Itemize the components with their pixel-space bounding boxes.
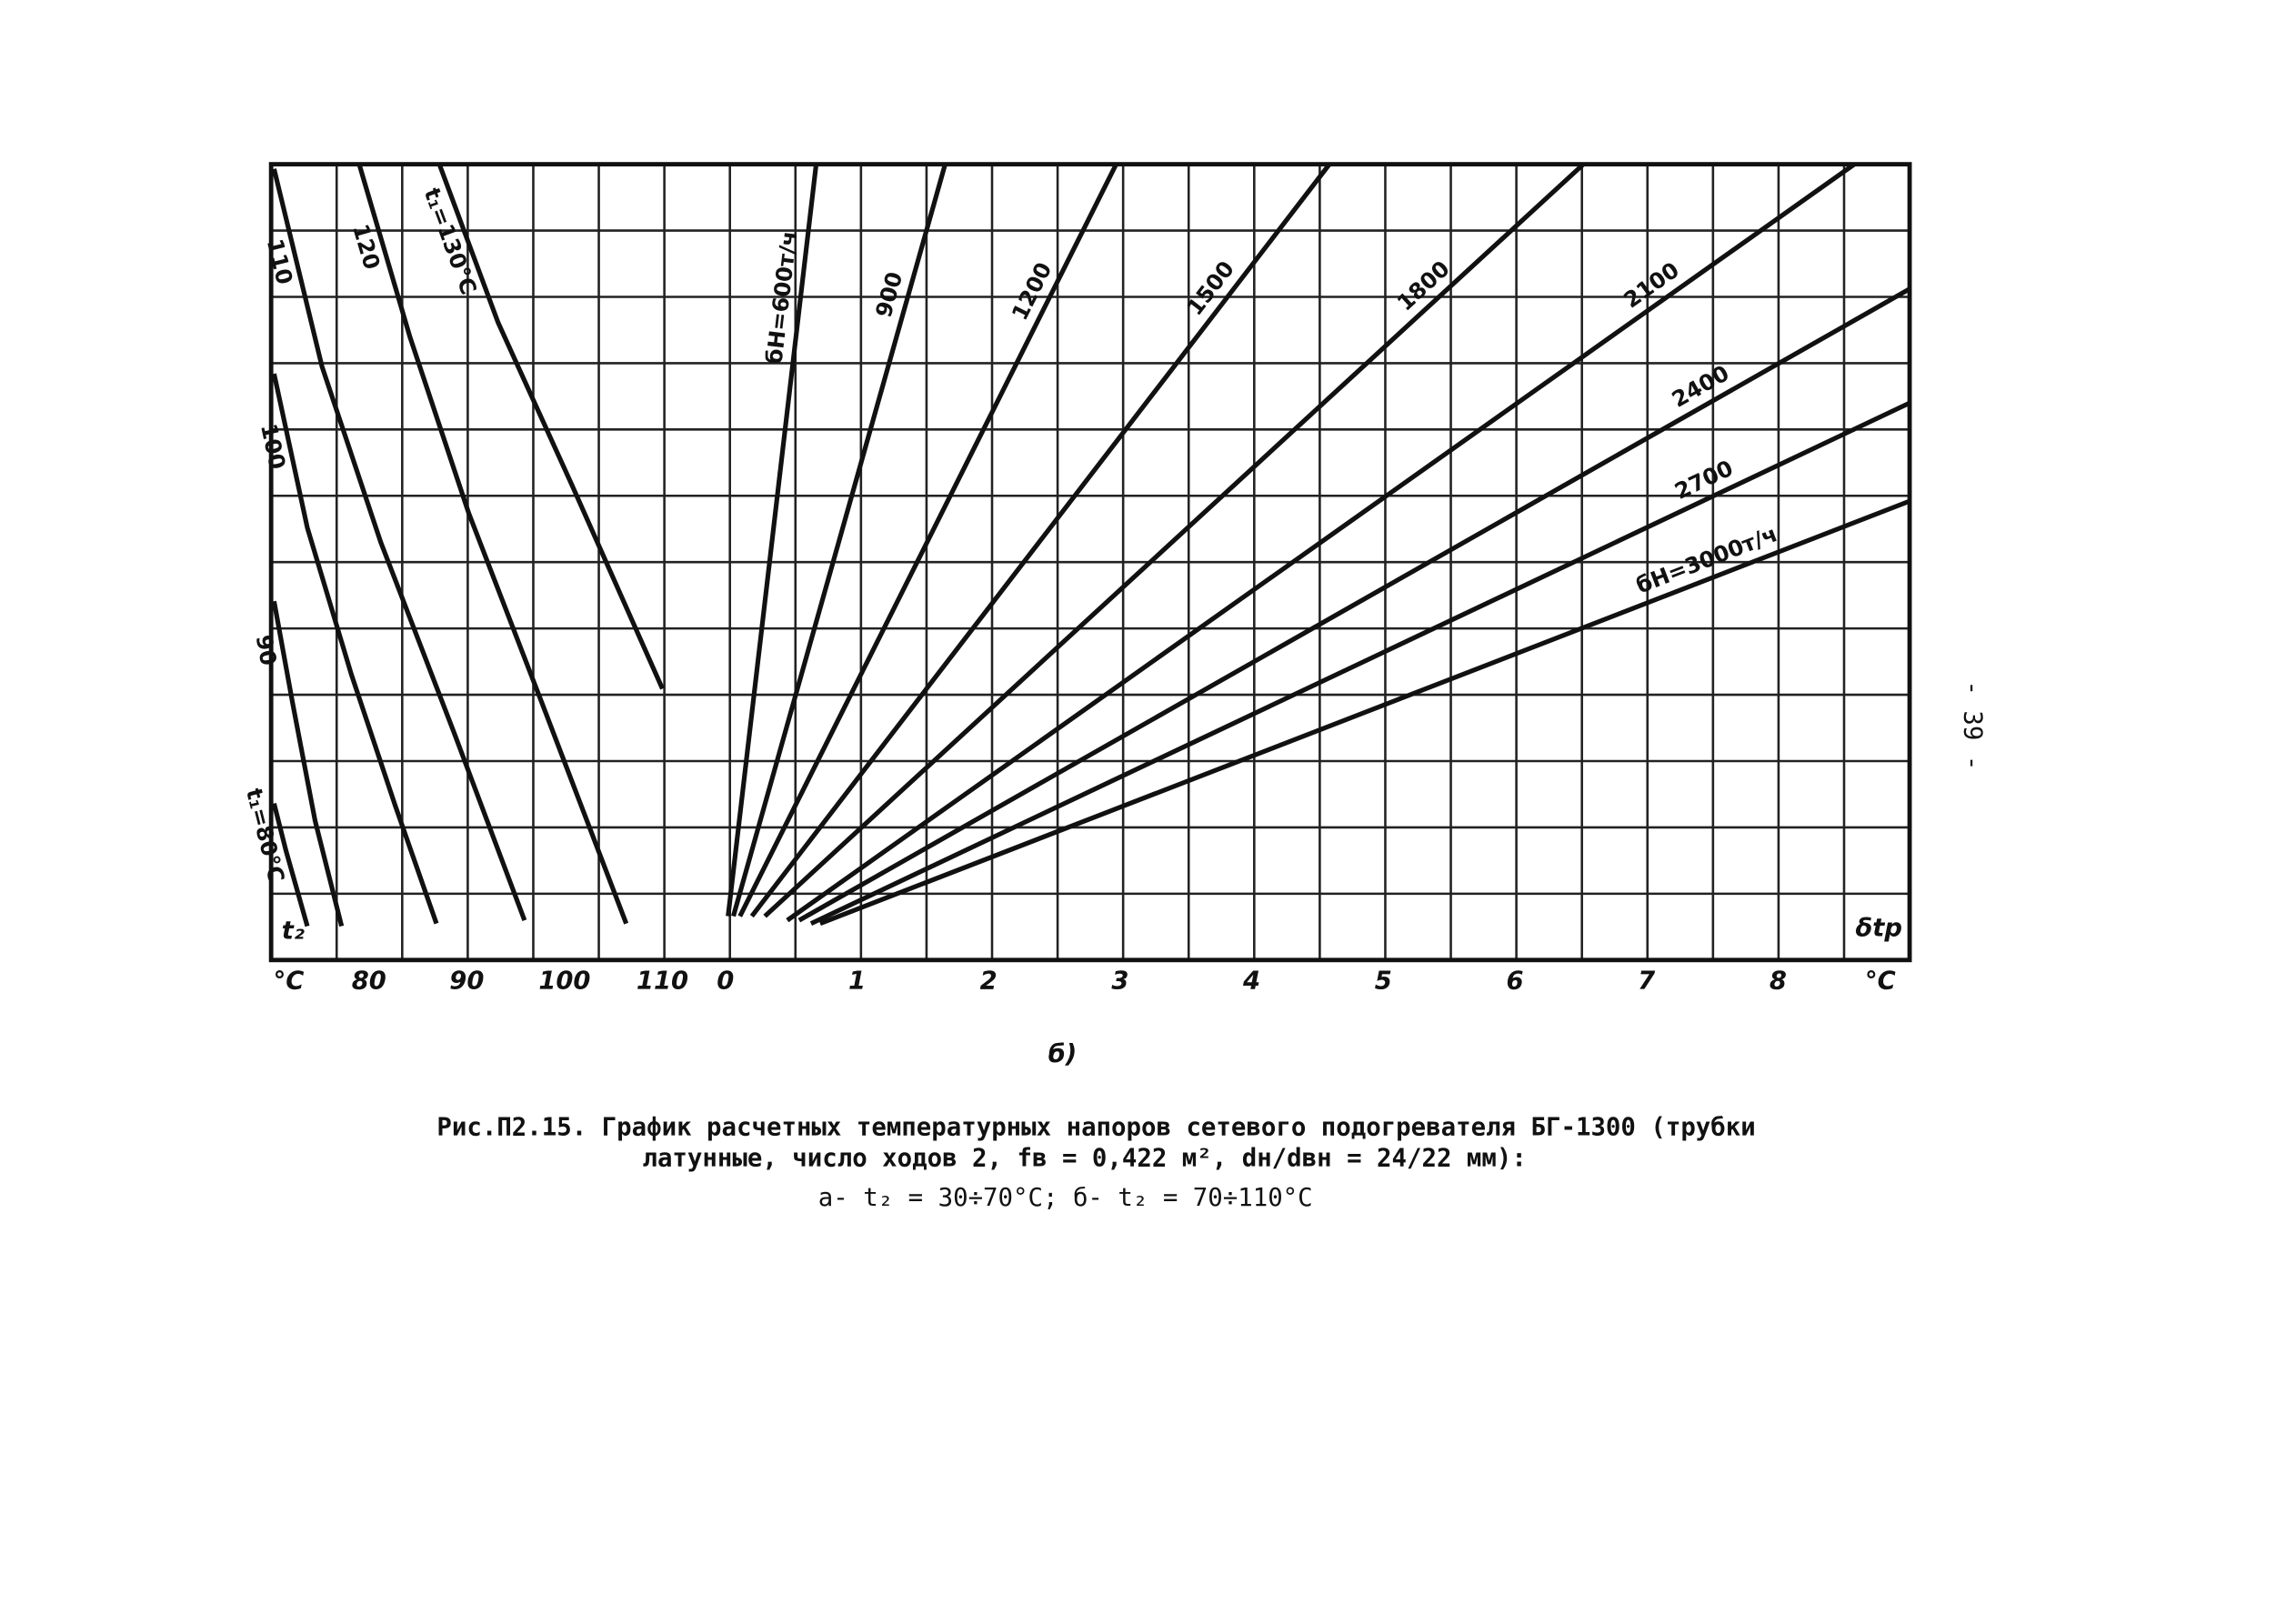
series-line [797,286,1911,923]
x-axis-label: δtр [1855,914,1902,942]
x-axis-unit: °C [274,967,305,995]
x-tick-label: 80 [352,967,386,995]
x-tick-label: 100 [538,967,590,995]
caption-line: Рис.П2.15. График расчетных температурны… [436,1114,1755,1142]
series-line [271,600,345,927]
x-tick-label: 110 [637,967,688,995]
page-number: - 39 - [1958,680,1986,770]
x-axis-label: t₂ [282,917,305,946]
x-tick-label: 4 [1242,967,1260,995]
series-line [786,162,1856,923]
series-line [271,373,439,925]
x-axis-unit: °C [1865,967,1896,995]
series-line [271,168,527,922]
x-tick-label: 7 [1638,967,1655,995]
series-line [737,163,1118,917]
x-tick-label: 3 [1111,967,1128,995]
x-tick-label: 6 [1506,967,1523,995]
series-line [726,164,819,917]
series-line [818,498,1911,927]
series-line [271,803,310,927]
grid [271,164,1910,960]
series-line [749,163,1332,918]
x-tick-label: 90 [449,967,484,995]
plot-frame [268,162,1912,963]
series-label: 90 [251,633,282,667]
caption-line: латунные, число ходов 2, fв = 0,422 м², … [642,1144,1526,1172]
panel-label: б) [1048,1040,1078,1068]
x-tick-label: 5 [1375,967,1392,995]
series-line [809,400,1911,926]
x-tick-label: 0 [717,967,734,995]
x-tick-label: 8 [1770,967,1787,995]
caption-line: а- t₂ = 30÷70°С; б- t₂ = 70÷110°С [818,1184,1313,1212]
series-line [731,163,947,917]
x-tick-label: 2 [980,967,998,995]
series-line [763,162,1586,918]
series-line [356,163,629,925]
x-tick-label: 1 [848,967,866,995]
series-line [436,163,665,690]
